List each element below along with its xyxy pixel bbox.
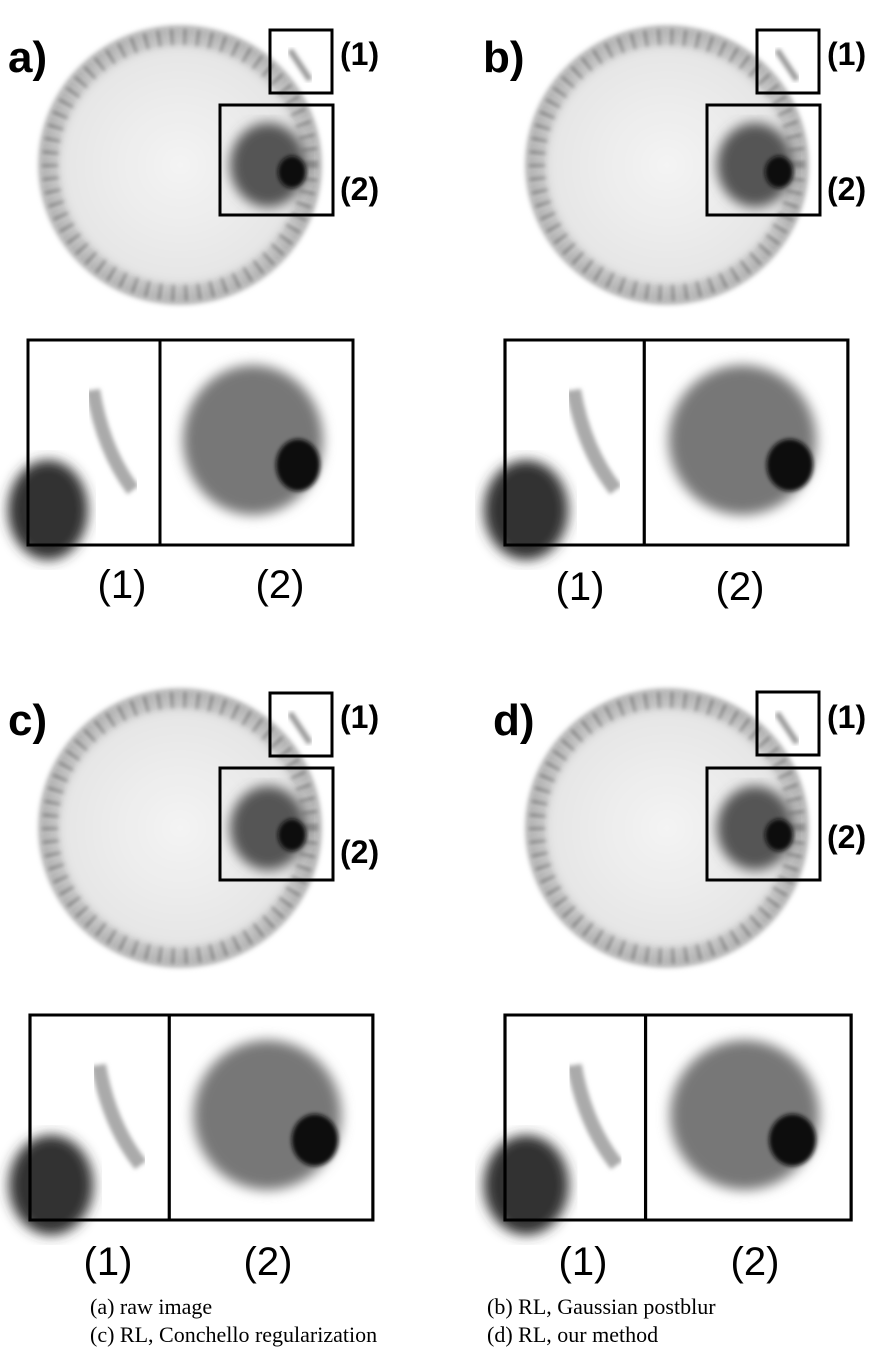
cell-image: [525, 688, 809, 968]
zoom-image: [484, 340, 848, 560]
zoom-label: (1): [559, 1240, 608, 1284]
panel-label: d): [493, 696, 535, 745]
roi-label: (2): [827, 819, 866, 855]
zoom-label: (2): [731, 1240, 780, 1284]
panel-label: a): [8, 33, 47, 82]
zoom-image: [9, 1015, 373, 1235]
panel-label: c): [8, 696, 47, 745]
zoom-label: (1): [556, 565, 605, 609]
roi-label: (2): [340, 171, 379, 207]
zoom-label: (1): [84, 1240, 133, 1284]
roi-label: (1): [827, 36, 866, 72]
cell-image: [525, 25, 809, 305]
panel-label: b): [483, 33, 525, 82]
roi-label: (1): [340, 699, 379, 735]
caption: (b) RL, Gaussian postblur: [487, 1294, 716, 1319]
caption: (a) raw image: [90, 1294, 212, 1319]
roi-label: (2): [827, 171, 866, 207]
panel: c) (1) (2) (1) (2): [8, 688, 379, 1284]
panel: a) (1) (2) (1) (2): [8, 25, 379, 607]
zoom-label: (1): [98, 563, 147, 607]
caption: (c) RL, Conchello regularization: [90, 1322, 377, 1347]
panel: b) (1) (2) (1) (2): [483, 25, 866, 609]
zoom-label: (2): [716, 565, 765, 609]
figure: a) (1) (2) (1) (2) b) (1) (2) (1) (2) c)…: [0, 0, 880, 1360]
zoom-label: (2): [244, 1240, 293, 1284]
cell-image: [38, 688, 322, 968]
roi-label: (1): [340, 36, 379, 72]
panel: d) (1) (2) (1) (2): [484, 688, 866, 1284]
zoom-label: (2): [256, 563, 305, 607]
roi-label: (1): [827, 699, 866, 735]
cell-image: [38, 25, 322, 305]
zoom-image: [8, 340, 353, 560]
zoom-image: [484, 1015, 851, 1235]
roi-label: (2): [340, 834, 379, 870]
caption: (d) RL, our method: [487, 1322, 658, 1347]
